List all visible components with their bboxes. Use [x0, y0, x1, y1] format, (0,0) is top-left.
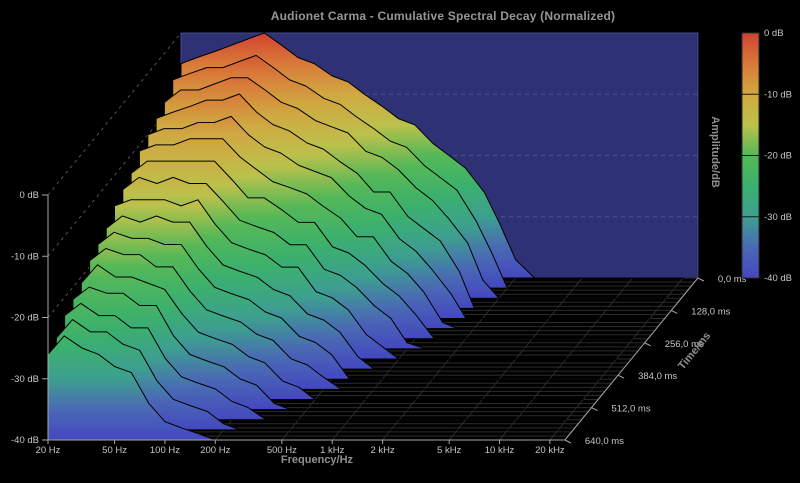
amplitude-tick-label: -30 dB	[11, 374, 39, 385]
amplitude-axis: 0 dB -10 dB -20 dB -30 dB -40 dB	[11, 190, 49, 446]
time-tick	[617, 374, 625, 379]
time-tick-label: 128,0 ms	[691, 306, 730, 317]
frequency-tick-label: 5 kHz	[437, 445, 462, 456]
frequency-tick-label: 1 kHz	[320, 445, 345, 456]
time-tick-label: 384,0 ms	[638, 371, 677, 382]
time-tick-label: 0,0 ms	[718, 274, 747, 285]
frequency-tick-label: 200 Hz	[200, 445, 230, 456]
amplitude-axis-title: Amplitude/dB	[709, 116, 721, 188]
frequency-tick-label: 20 Hz	[36, 445, 61, 456]
colorbar-tick-label: 0 dB	[764, 28, 784, 39]
frequency-tick-label: 10 kHz	[485, 445, 515, 456]
frequency-tick-label: 2 kHz	[370, 445, 395, 456]
waterfall-slices	[47, 32, 684, 441]
colorbar-tick-label: -30 dB	[764, 212, 792, 223]
colorbar-tick-label: -40 dB	[764, 273, 792, 284]
amplitude-tick-label: 0 dB	[19, 190, 39, 201]
colorbar-tick-label: -10 dB	[764, 89, 792, 100]
time-tick-label: 256,0 ms	[665, 339, 704, 350]
csd-slice-520ms	[72, 286, 576, 411]
colorbar-tick-label: -20 dB	[764, 151, 792, 162]
frequency-axis-title: Frequency/Hz	[281, 454, 354, 466]
csd-slice-560ms	[64, 302, 567, 421]
frequency-tick-label: 20 kHz	[535, 445, 565, 456]
time-tick	[671, 309, 678, 314]
time-tick-label: 512,0 ms	[612, 404, 651, 415]
time-tick-label: 640,0 ms	[585, 436, 624, 447]
frequency-tick-label: 50 Hz	[102, 445, 127, 456]
time-axis-title: Time/ms	[676, 330, 713, 372]
time-tick	[564, 439, 572, 444]
frequency-axis: 20 Hz 50 Hz 100 Hz 200 Hz 500 Hz 1 kHz 2 kHz 5 …	[36, 439, 565, 456]
time-tick	[644, 342, 651, 347]
time-tick	[591, 407, 598, 412]
time-axis: 0,0 ms 128,0 ms 256,0 ms 384,0 ms 512,0 ms 64…	[564, 274, 747, 447]
time-tick	[697, 277, 705, 282]
amplitude-tick-label: -10 dB	[11, 251, 39, 262]
colorbar: 0 dB -10 dB -20 dB -30 dB -40 dB	[741, 28, 792, 284]
amplitude-tick-label: -20 dB	[11, 313, 39, 324]
time-axis-line	[564, 277, 699, 441]
frequency-tick-label: 500 Hz	[267, 445, 297, 456]
page-title: Audionet Carma - Cumulative Spectral Dec…	[270, 9, 616, 23]
amplitude-tick-label: -40 dB	[11, 435, 39, 446]
frequency-tick-label: 100 Hz	[150, 445, 180, 456]
